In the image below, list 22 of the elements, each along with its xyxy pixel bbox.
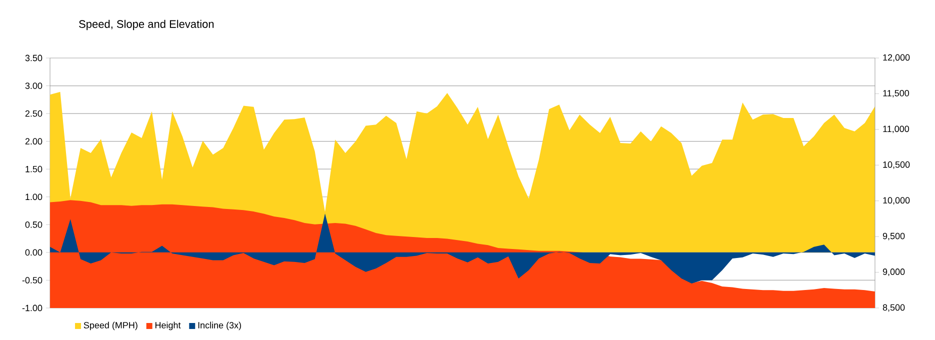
y-tick-label: 2.00 [25, 138, 42, 145]
y2-tick-label: 10,000 [883, 197, 910, 205]
y-tick-label: 3.00 [25, 82, 42, 89]
legend-label: Height [155, 322, 181, 330]
legend-label: Incline (3x) [198, 322, 241, 330]
y2-tick-label: 8,500 [882, 304, 905, 312]
y-tick-label: -0.50 [22, 277, 42, 284]
y-tick-label: 2.50 [25, 110, 42, 117]
y-tick-label: 3.50 [25, 54, 42, 62]
y-tick-label: -1.00 [22, 304, 42, 312]
y-tick-label: 1.50 [26, 166, 42, 172]
chart-title: Speed, Slope and Elevation [79, 20, 214, 30]
legend-label: Speed (MPH) [84, 322, 138, 330]
y2-tick-label: 9,000 [882, 268, 905, 276]
y2-tick-label: 12,000 [883, 54, 910, 62]
y-tick-label: 0.00 [25, 249, 42, 256]
y-tick-label: 1.00 [26, 194, 42, 200]
y2-tick-label: 10,500 [883, 161, 910, 169]
y2-tick-label: 11,500 [883, 90, 910, 98]
y-tick-label: 0.50 [25, 221, 42, 228]
y2-tick-label: 11,000 [883, 126, 910, 134]
y2-tick-label: 9,500 [882, 232, 905, 240]
